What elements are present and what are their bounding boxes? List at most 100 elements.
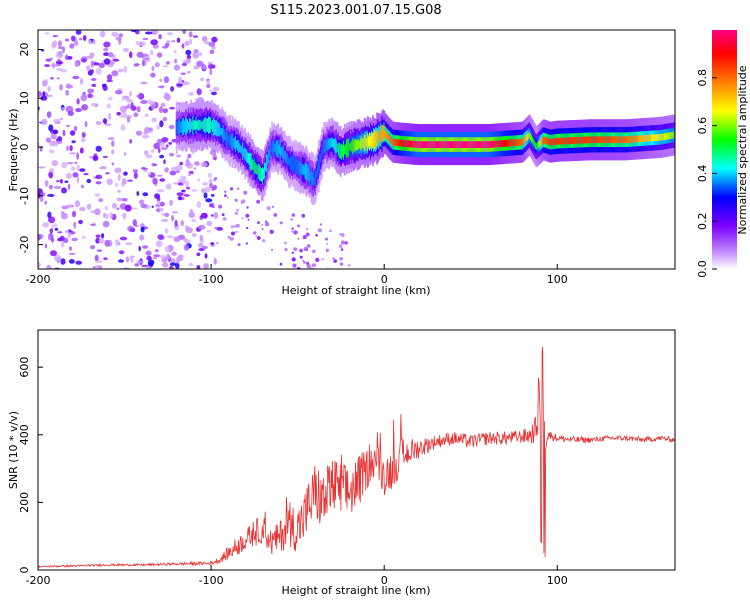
noise-speck <box>188 173 191 176</box>
noise-speck <box>293 247 298 252</box>
noise-speck <box>296 231 299 233</box>
noise-speck <box>237 243 241 247</box>
ridge-cell <box>578 136 581 144</box>
noise-speck <box>79 206 86 212</box>
ridge-cell <box>627 136 630 143</box>
ridge-cell <box>589 136 591 144</box>
ridge-cell <box>219 124 221 137</box>
noise-speck <box>212 206 215 209</box>
ridge-cell <box>520 138 523 146</box>
noise-speck <box>121 197 128 202</box>
noise-speck <box>200 77 205 82</box>
noise-speck <box>61 187 67 194</box>
ridge-cell <box>444 141 447 148</box>
ridge-cell <box>590 136 592 144</box>
ridge-cell <box>305 163 308 180</box>
noise-speck <box>40 95 48 101</box>
noise-speck <box>103 47 109 52</box>
ridge-cell <box>558 137 560 145</box>
ridge-cell <box>206 118 209 132</box>
ridge-cell <box>665 133 667 140</box>
noise-speck <box>152 256 158 260</box>
noise-speck <box>88 39 92 45</box>
ridge-cell <box>224 132 227 140</box>
noise-speck <box>348 264 351 267</box>
ridge-cell <box>416 141 419 148</box>
colorbar-axis: 0.0 0.2 0.4 0.6 0.8 <box>696 69 717 278</box>
noise-speck <box>66 83 71 89</box>
noise-speck <box>98 62 105 69</box>
ridge-cell <box>432 141 434 148</box>
ridge-cell <box>582 136 585 144</box>
noise-speck <box>292 263 297 268</box>
ridge-cell <box>300 160 302 177</box>
noise-speck <box>306 264 311 269</box>
ridge-cell <box>378 133 380 141</box>
noise-speck <box>102 85 108 91</box>
colorbar-gradient <box>712 30 737 269</box>
noise-speck <box>201 35 208 42</box>
ridge-cell <box>470 141 473 148</box>
ridge-cell <box>328 138 331 149</box>
noise-speck <box>50 64 59 67</box>
noise-speck <box>59 235 65 241</box>
ridge-cell <box>455 141 457 148</box>
noise-speck <box>62 129 66 137</box>
ridge-cell <box>441 141 444 148</box>
ridge-cell <box>581 136 584 144</box>
ridge-cell <box>474 141 477 148</box>
noise-speck <box>100 30 106 38</box>
ridge-cell <box>330 138 333 148</box>
spectrogram-y-label: Frequency (Hz) <box>7 109 20 192</box>
ridge-cell <box>306 163 309 182</box>
ridge-cell <box>240 145 242 153</box>
noise-speck <box>209 203 214 208</box>
noise-speck <box>253 231 257 235</box>
noise-speck <box>111 149 115 155</box>
ridge-cell <box>388 134 391 142</box>
ridge-cell <box>410 140 413 148</box>
ridge-cell <box>360 136 363 152</box>
noise-speck <box>209 49 215 55</box>
noise-speck <box>191 218 197 223</box>
noise-speck <box>61 205 69 210</box>
noise-speck <box>105 172 110 175</box>
ridge-cell <box>421 141 424 148</box>
noise-speck <box>177 196 183 201</box>
noise-speck <box>311 249 314 252</box>
noise-speck <box>212 86 220 92</box>
noise-speck <box>69 246 72 251</box>
noise-speck <box>200 162 208 168</box>
figure-title: S115.2023.001.07.15.G08 <box>270 3 441 18</box>
noise-speck <box>209 150 217 156</box>
noise-speck <box>154 249 159 253</box>
noise-speck <box>170 258 176 263</box>
noise-speck <box>163 159 166 164</box>
x-tick-label: -100 <box>199 574 224 587</box>
ridge-cell <box>237 140 239 151</box>
ridge-cell <box>471 141 474 148</box>
ridge-cell <box>186 118 188 134</box>
noise-speck <box>131 30 137 33</box>
ridge-cell <box>177 120 180 135</box>
spectrogram-x-label: Height of straight line (km) <box>281 284 430 297</box>
ridge-cell <box>620 136 622 144</box>
noise-speck <box>158 106 164 114</box>
snr-y-label: SNR (10 * v/v) <box>7 411 20 489</box>
noise-speck <box>102 118 108 124</box>
noise-speck <box>123 152 127 156</box>
ridge-cell <box>673 131 675 139</box>
noise-speck <box>317 228 322 233</box>
ridge-cell <box>298 158 300 177</box>
ridge-cell <box>467 141 470 148</box>
ridge-cell <box>336 144 339 153</box>
noise-speck <box>125 114 132 119</box>
noise-speck <box>68 259 75 264</box>
ridge-cell <box>445 141 448 148</box>
ridge-cell <box>634 135 637 143</box>
ridge-cell <box>203 118 206 133</box>
noise-speck <box>118 259 124 263</box>
noise-speck <box>90 77 97 81</box>
ridge-cell <box>218 122 220 137</box>
ridge-cell <box>415 141 418 148</box>
